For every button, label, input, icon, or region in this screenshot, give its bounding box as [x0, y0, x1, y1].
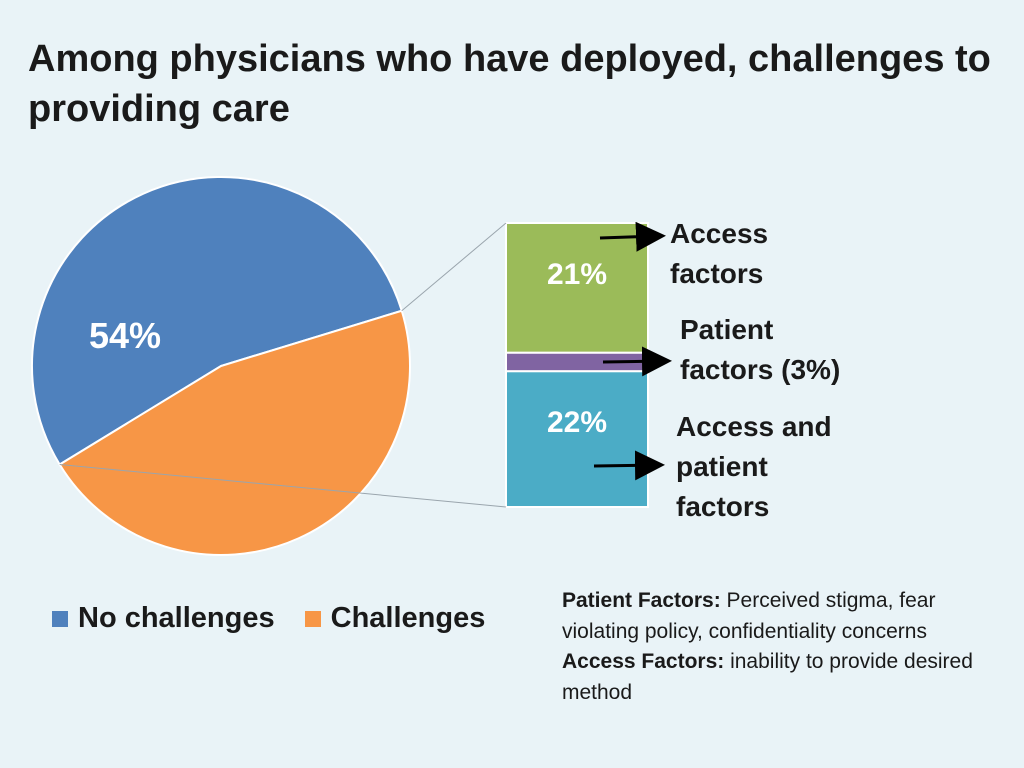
annotation-access-factors: Access factors [670, 214, 768, 294]
arrow-access-factors [599, 221, 666, 252]
annotation-patient-line1: Patient [680, 314, 774, 345]
bar-label-access-and-patient-factors: 22% [547, 406, 607, 439]
footnote-patient-label: Patient Factors: [562, 589, 721, 612]
annotation-both-line3: factors [676, 491, 770, 522]
pie-slice-challenges [58, 309, 411, 557]
legend-swatch-no-challenges [52, 610, 68, 627]
footnote-patient-text: Perceived stigma, fear violating policy,… [562, 589, 936, 643]
bar-segment-access-and-patient-factors [505, 370, 649, 508]
legend-label-no-challenges: No challenges [78, 602, 275, 634]
legend-item-no-challenges: No challenges [52, 602, 275, 635]
connector-line-top [401, 222, 507, 312]
legend-swatch-challenges [304, 610, 321, 627]
annotation-both-line1: Access and [676, 411, 832, 442]
annotation-access-patient-factors: Access and patient factors [676, 407, 832, 527]
arrow-access-patient-factors [593, 450, 665, 481]
annotation-both-line2: patient [676, 451, 768, 482]
footnote-access-text: inability to provide desired method [562, 650, 973, 704]
annotation-patient-line2: factors (3%) [680, 354, 841, 385]
annotation-patient-factors: Patient factors (3%) [680, 310, 840, 390]
annotation-access-line2: factors [670, 258, 764, 289]
legend-item-challenges: Challenges [304, 602, 486, 635]
bar-segment-access-factors [505, 222, 649, 354]
annotation-access-line1: Access [670, 218, 769, 249]
arrow-patient-factors [602, 346, 672, 377]
page-title: Among physicians who have deployed, chal… [28, 38, 991, 130]
footnote-access-label: Access Factors: [562, 650, 725, 673]
chart-legend: No challenges Challenges [52, 602, 515, 635]
bar-label-access-factors: 21% [547, 258, 607, 291]
pie-label-no-challenges: 54% [89, 315, 161, 356]
legend-label-challenges: Challenges [330, 602, 486, 634]
connector-line-bottom [59, 463, 507, 508]
pie-slice-no-challenges [31, 176, 403, 466]
footnote-definitions: Patient Factors: Perceived stigma, fear … [562, 586, 1002, 708]
